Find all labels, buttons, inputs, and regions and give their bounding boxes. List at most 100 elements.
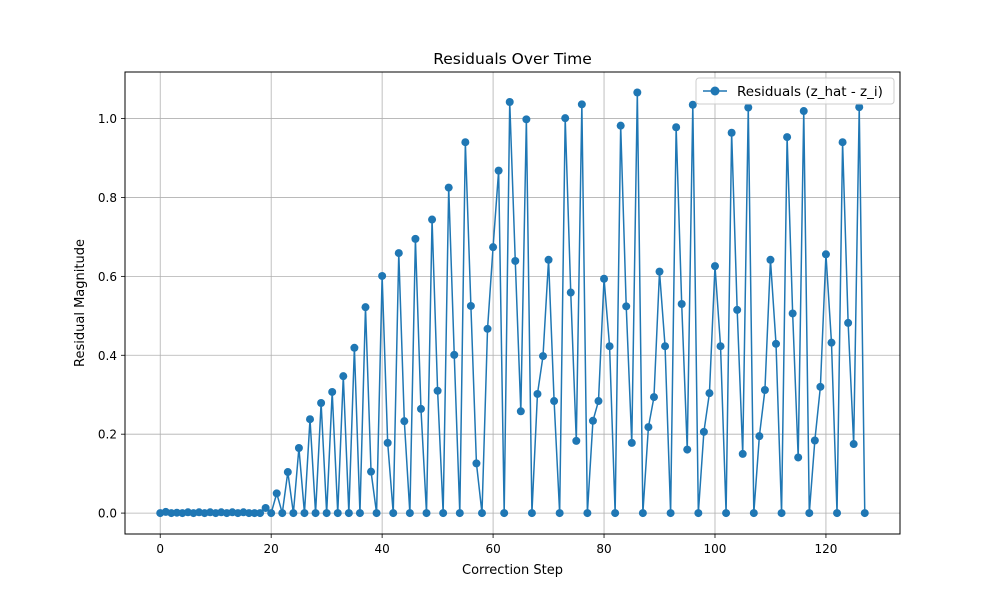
series-residuals xyxy=(156,88,869,518)
legend-label-residuals: Residuals (z_hat - z_i) xyxy=(737,84,883,100)
x-tick-label: 60 xyxy=(485,542,500,556)
data-point xyxy=(755,432,764,441)
data-point xyxy=(283,468,292,477)
data-point xyxy=(522,115,531,124)
data-point xyxy=(766,255,775,264)
data-point xyxy=(616,121,625,130)
data-point xyxy=(317,399,326,408)
data-point xyxy=(655,267,664,276)
data-point xyxy=(289,509,298,518)
x-tick-label: 100 xyxy=(704,542,727,556)
data-point xyxy=(405,509,414,518)
data-point xyxy=(267,509,276,518)
data-point xyxy=(600,274,609,283)
data-point xyxy=(322,509,331,518)
data-point xyxy=(794,453,803,462)
data-point xyxy=(250,509,259,518)
data-point xyxy=(627,438,636,447)
data-point xyxy=(805,509,814,518)
data-point xyxy=(677,299,686,308)
data-point xyxy=(838,138,847,147)
data-point xyxy=(433,386,442,395)
data-point xyxy=(733,305,742,314)
data-point xyxy=(833,509,842,518)
data-point xyxy=(428,215,437,224)
data-point xyxy=(389,509,398,518)
legend-box xyxy=(695,77,895,105)
data-point xyxy=(372,509,381,518)
data-point xyxy=(688,100,697,109)
data-point xyxy=(594,397,603,406)
legend: Residuals (z_hat - z_i) xyxy=(695,77,895,105)
y-tick-label: 0.0 xyxy=(98,507,117,521)
data-point xyxy=(827,338,836,347)
data-point xyxy=(328,387,337,396)
data-point xyxy=(505,97,514,106)
data-point xyxy=(550,397,559,406)
data-point xyxy=(744,103,753,112)
data-point xyxy=(583,509,592,518)
series-line xyxy=(160,91,866,514)
data-point xyxy=(777,509,786,518)
y-axis-ticks: 0.0 0.2 0.4 0.6 0.8 1.0 xyxy=(98,112,125,521)
x-tick-label: 80 xyxy=(596,542,611,556)
data-point xyxy=(472,459,481,468)
data-point xyxy=(439,509,448,518)
data-point xyxy=(699,427,708,436)
data-point xyxy=(261,503,270,512)
data-point xyxy=(511,256,520,265)
data-point xyxy=(605,342,614,351)
y-tick-label: 0.4 xyxy=(98,349,117,363)
data-point xyxy=(455,509,464,518)
data-point xyxy=(494,166,503,175)
data-point xyxy=(461,138,470,147)
data-point xyxy=(339,372,348,381)
data-point xyxy=(821,250,830,259)
data-point xyxy=(710,262,719,271)
data-point xyxy=(672,123,681,132)
data-point xyxy=(311,509,320,518)
data-point xyxy=(649,393,658,402)
data-point xyxy=(577,100,586,109)
x-tick-label: 120 xyxy=(814,542,837,556)
data-point xyxy=(760,385,769,394)
data-point xyxy=(860,509,869,518)
data-point xyxy=(810,436,819,445)
data-point xyxy=(516,407,525,416)
data-point xyxy=(355,509,364,518)
data-point xyxy=(705,389,714,398)
data-point xyxy=(400,417,409,426)
data-point xyxy=(378,271,387,280)
data-point xyxy=(350,343,359,352)
y-tick-label: 0.2 xyxy=(98,428,117,442)
data-point xyxy=(588,416,597,425)
data-point xyxy=(416,404,425,413)
y-tick-label: 1.0 xyxy=(98,112,117,126)
data-point xyxy=(727,128,736,137)
data-point xyxy=(383,438,392,447)
data-point xyxy=(544,255,553,264)
data-point xyxy=(849,440,858,449)
y-axis-label: Residual Magnitude xyxy=(73,239,88,367)
data-point xyxy=(661,342,670,351)
data-point xyxy=(644,423,653,432)
data-point xyxy=(450,350,459,359)
data-point xyxy=(300,509,309,518)
data-point xyxy=(527,509,536,518)
x-tick-label: 0 xyxy=(156,542,164,556)
x-axis-label: Correction Step xyxy=(462,563,563,578)
data-point xyxy=(566,288,575,297)
data-point xyxy=(278,509,287,518)
data-point xyxy=(716,342,725,351)
data-point xyxy=(772,339,781,348)
data-point xyxy=(411,234,420,243)
data-point xyxy=(294,443,303,452)
x-axis-ticks: 0 20 40 60 80 100 120 xyxy=(156,534,837,556)
data-point xyxy=(799,107,808,116)
data-point xyxy=(788,309,797,318)
data-point xyxy=(816,382,825,391)
data-point xyxy=(344,509,353,518)
data-point xyxy=(500,509,509,518)
data-point xyxy=(561,114,570,123)
